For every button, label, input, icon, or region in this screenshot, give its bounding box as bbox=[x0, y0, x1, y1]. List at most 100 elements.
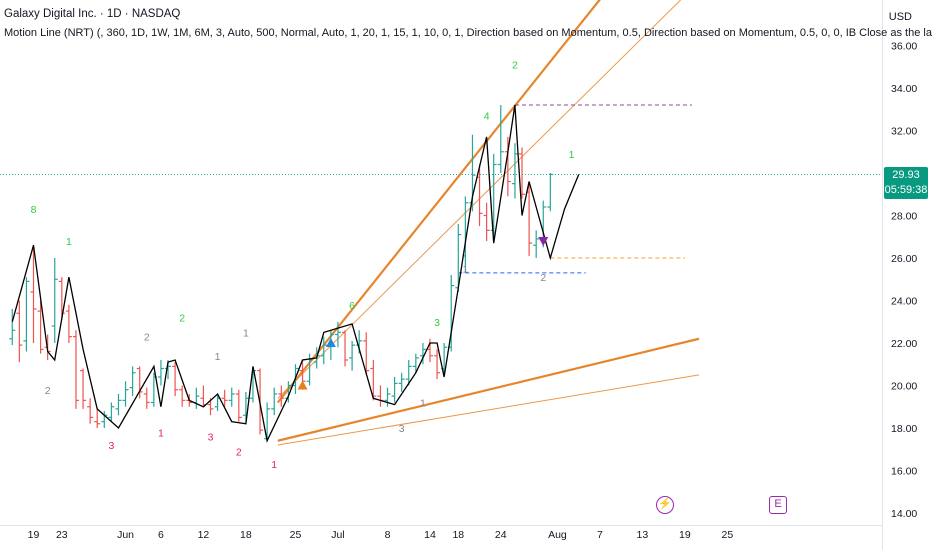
indicator-legend[interactable]: Motion Line (NRT) (, 360, 1D, 1W, 1M, 6M… bbox=[4, 27, 932, 39]
ohlc-bar bbox=[157, 360, 164, 386]
swing-count-label: 1 bbox=[66, 236, 72, 248]
down-triangle-marker bbox=[538, 237, 549, 246]
up-triangle-marker bbox=[325, 338, 336, 347]
ohlc-bar bbox=[349, 340, 356, 371]
x-tick-label: 19 bbox=[28, 529, 40, 541]
x-tick-label: 6 bbox=[158, 529, 164, 541]
y-tick-label: 34.00 bbox=[891, 83, 917, 95]
ohlc-bar bbox=[533, 230, 540, 258]
ohlc-bar bbox=[419, 343, 426, 365]
ohlc-bar bbox=[426, 338, 433, 363]
ohlc-bar bbox=[51, 258, 58, 343]
y-tick-label: 32.00 bbox=[891, 126, 917, 138]
swing-count-label: 2 bbox=[45, 385, 51, 397]
x-tick-label: 24 bbox=[495, 529, 507, 541]
ohlc-bar bbox=[271, 387, 278, 416]
trend-line bbox=[277, 337, 700, 442]
plot-area: 8 2 1 3 2 1 2 3 1 2 1 1 6 3 1 3 1 4 2 2 1 bbox=[0, 0, 882, 471]
swing-count-label: 2 bbox=[179, 313, 185, 325]
swing-count-label: 1 bbox=[271, 459, 277, 471]
x-tick-label: 18 bbox=[452, 529, 464, 541]
x-tick-label: Jun bbox=[117, 529, 134, 541]
ohlc-bar bbox=[398, 372, 405, 392]
ohlc-bar bbox=[115, 394, 122, 416]
ohlc-bar bbox=[455, 224, 462, 292]
x-tick-label: 8 bbox=[385, 529, 391, 541]
x-tick-label: 14 bbox=[424, 529, 436, 541]
y-tick-label: 18.00 bbox=[891, 423, 917, 435]
x-tick-label: Aug bbox=[548, 529, 567, 541]
ohlc-bar bbox=[519, 147, 526, 199]
swing-count-label: 3 bbox=[108, 440, 114, 452]
ohlc-bar bbox=[377, 385, 384, 407]
ohlc-bar bbox=[30, 245, 37, 343]
ohlc-bar bbox=[58, 277, 65, 320]
ohlc-bar bbox=[242, 391, 249, 422]
currency-label[interactable]: USD bbox=[888, 11, 912, 23]
bar-countdown: 05:59:38 bbox=[884, 184, 928, 196]
ohlc-bar bbox=[462, 196, 469, 273]
ohlc-bar bbox=[23, 277, 30, 352]
swing-count-label: 1 bbox=[462, 264, 468, 276]
swing-count-label: 2 bbox=[540, 272, 546, 284]
ohlc-bar bbox=[80, 368, 87, 409]
ohlc-bar bbox=[412, 353, 419, 373]
x-tick-label: 7 bbox=[597, 529, 603, 541]
last-price-badge: 29.93 05:59:38 bbox=[884, 167, 928, 199]
ohlc-bar bbox=[16, 300, 23, 363]
ohlc-bar bbox=[384, 387, 391, 407]
ohlc-bar bbox=[511, 143, 518, 199]
x-tick-label: 19 bbox=[679, 529, 691, 541]
ohlc-bar bbox=[547, 173, 554, 212]
ohlc-bar bbox=[278, 385, 285, 407]
ohlc-bar bbox=[122, 381, 129, 407]
ohlc-bar bbox=[9, 309, 16, 346]
ohlc-bar bbox=[370, 360, 377, 401]
y-tick-label: 24.00 bbox=[891, 296, 917, 308]
lightning-icon[interactable]: ⚡ bbox=[656, 496, 674, 514]
ohlc-bar bbox=[65, 304, 72, 343]
y-tick-label: 14.00 bbox=[891, 508, 917, 520]
swing-count-label: 2 bbox=[236, 446, 242, 458]
dividend-e-icon[interactable]: E bbox=[769, 496, 787, 514]
ohlc-bar bbox=[363, 332, 370, 375]
x-tick-label: 12 bbox=[198, 529, 210, 541]
ohlc-bar bbox=[334, 321, 341, 348]
swing-count-label: 6 bbox=[349, 300, 355, 312]
symbol-title[interactable]: Galaxy Digital Inc. · 1D · NASDAQ bbox=[4, 8, 181, 20]
ohlc-bar bbox=[228, 387, 235, 407]
ohlc-bar bbox=[391, 377, 398, 403]
ohlc-bar bbox=[136, 366, 143, 399]
y-tick-label: 16.00 bbox=[891, 466, 917, 478]
swing-count-label: 1 bbox=[569, 149, 575, 161]
ohlc-bar bbox=[235, 389, 242, 422]
ohlc-bar bbox=[72, 330, 79, 409]
ohlc-bar bbox=[172, 362, 179, 397]
swing-count-label: 4 bbox=[484, 111, 490, 123]
ohlc-bar bbox=[108, 402, 115, 422]
x-tick-label: 18 bbox=[240, 529, 252, 541]
motion-line bbox=[11, 104, 580, 443]
swing-count-label: 1 bbox=[158, 427, 164, 439]
y-tick-label: 20.00 bbox=[891, 381, 917, 393]
trend-line bbox=[277, 0, 682, 399]
swing-count-label: 2 bbox=[512, 60, 518, 72]
ohlc-bar bbox=[200, 385, 207, 407]
x-tick-label: Jul bbox=[331, 529, 344, 541]
ohlc-bar bbox=[87, 398, 94, 424]
swing-count-label: 1 bbox=[215, 351, 221, 363]
ohlc-bar bbox=[320, 336, 327, 365]
ohlc-bar bbox=[221, 389, 228, 407]
last-price-value: 29.93 bbox=[892, 169, 920, 181]
ohlc-bar bbox=[448, 275, 455, 352]
ohlc-bar bbox=[129, 366, 136, 397]
trend-line bbox=[276, 0, 601, 404]
swing-count-label: 3 bbox=[399, 423, 405, 435]
ohlc-bar bbox=[405, 360, 412, 386]
swing-count-label: 1 bbox=[243, 327, 249, 339]
ohlc-bar bbox=[497, 105, 504, 173]
ohlc-bar bbox=[193, 387, 200, 409]
y-tick-label: 28.00 bbox=[891, 211, 917, 223]
y-tick-label: 36.00 bbox=[891, 41, 917, 53]
